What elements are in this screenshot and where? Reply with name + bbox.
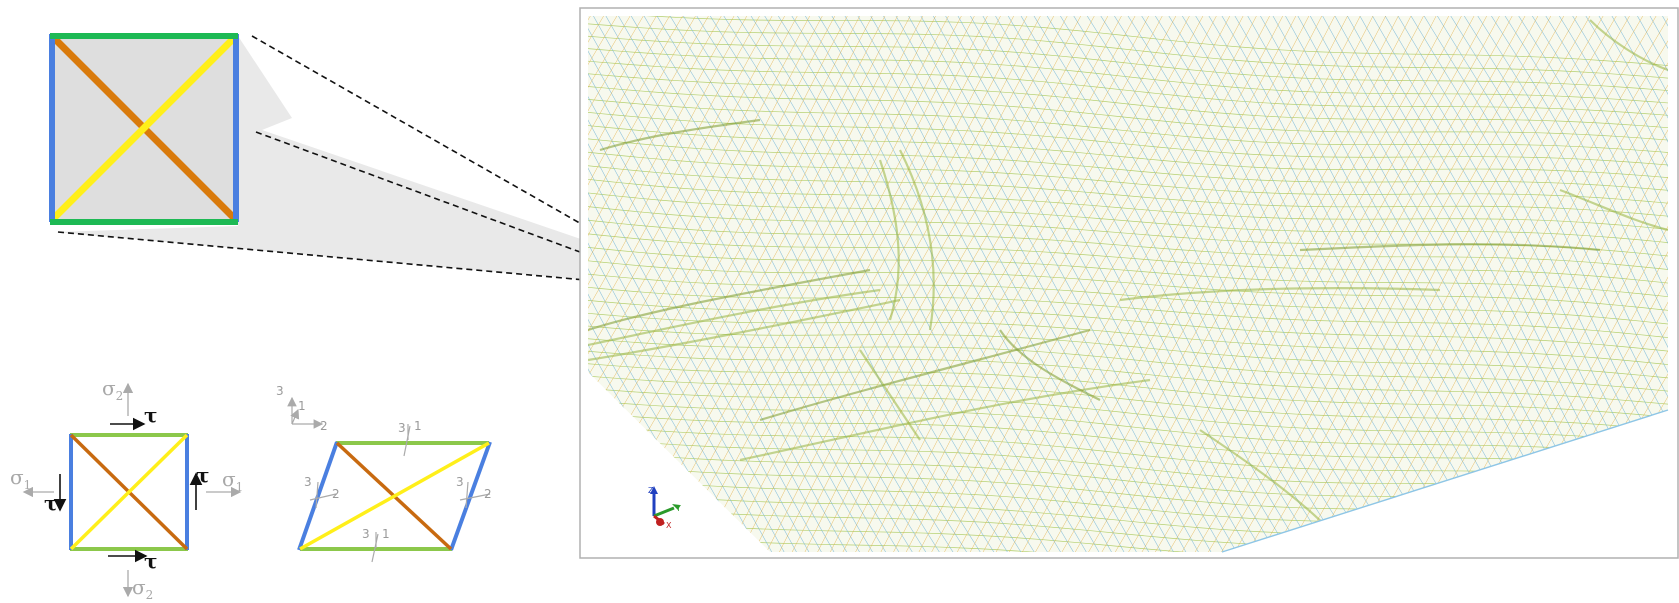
axis-triad-reference: 3 1 2	[276, 384, 328, 433]
mesh-surface	[588, 16, 1668, 552]
tau-right-label: τ	[196, 463, 209, 487]
left-axis-2: 2	[332, 487, 340, 501]
tau-top-label: τ	[144, 403, 157, 427]
zoom-callout-line-mid	[255, 131, 635, 273]
tau-left-label: τ	[44, 491, 57, 515]
right-axis-3: 3	[456, 475, 464, 489]
top-axis-3: 3	[398, 421, 406, 435]
zoom-callout-line-top	[251, 35, 649, 263]
sigma1-right-label: σ1	[222, 467, 243, 494]
bottom-axis-3: 3	[362, 527, 370, 541]
tau-bottom-label: τ	[144, 549, 157, 573]
triad-y-label: Y	[675, 504, 681, 513]
triad-z-label: Z	[648, 486, 654, 495]
ref-axis-1: 1	[298, 399, 306, 413]
zoomed-element	[49, 33, 239, 225]
top-axis-1: 1	[414, 419, 422, 433]
stress-arrows	[22, 382, 242, 598]
bottom-axis-1: 1	[382, 527, 390, 541]
mesh-edge-bottom	[1221, 409, 1669, 553]
ref-axis-3: 3	[276, 384, 284, 398]
triad-x-label: X	[666, 521, 672, 530]
local-axes-markers: 3 1 3 2 3 2 3 1	[304, 419, 492, 563]
ref-axis-2: 2	[320, 419, 328, 433]
sigma2-top-label: σ2	[102, 376, 123, 403]
left-axis-3: 3	[304, 475, 312, 489]
stress-element-square	[69, 433, 189, 551]
right-axis-2: 2	[484, 487, 492, 501]
sigma1-left-label: σ1	[10, 465, 31, 492]
sigma2-bottom-label: σ2	[132, 575, 153, 602]
zoom-callout-line-bottom	[57, 231, 641, 286]
stress-element-sheared	[297, 441, 492, 551]
coordinate-triad: Z Y X	[648, 486, 681, 530]
